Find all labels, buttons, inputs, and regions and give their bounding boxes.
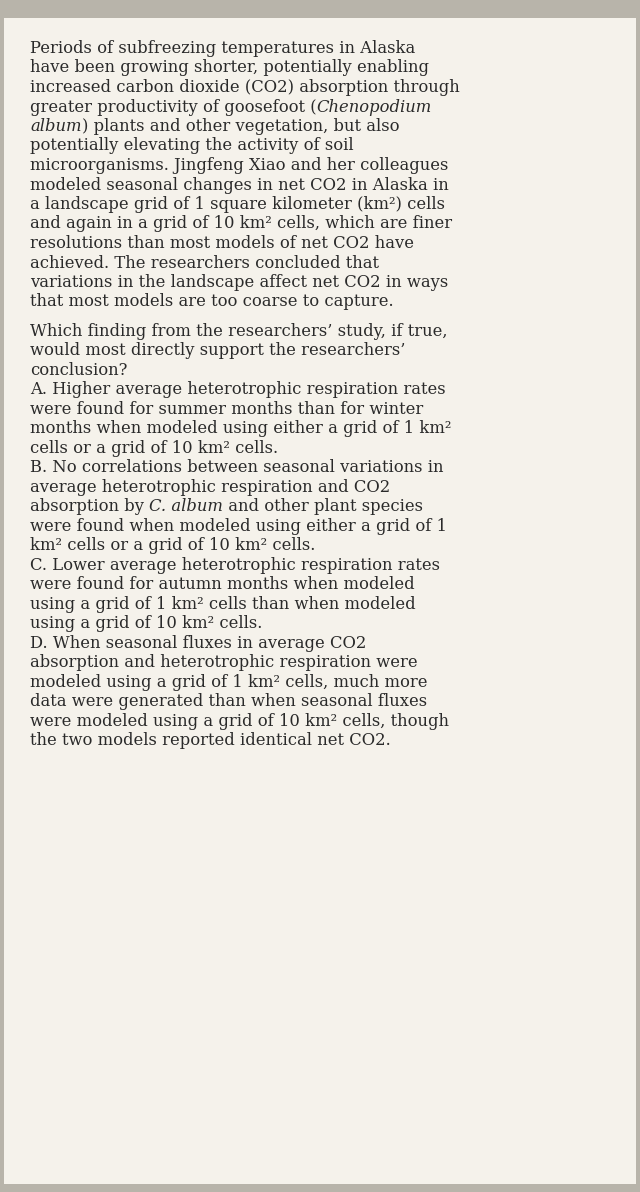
Text: ) plants and other vegetation, but also: ) plants and other vegetation, but also — [81, 118, 399, 135]
FancyBboxPatch shape — [4, 18, 636, 1184]
Text: modeled seasonal changes in net CO2 in Alaska in: modeled seasonal changes in net CO2 in A… — [30, 176, 449, 193]
Text: the two models reported identical net CO2.: the two models reported identical net CO… — [30, 732, 391, 750]
Text: using a grid of 10 km² cells.: using a grid of 10 km² cells. — [30, 615, 262, 632]
Text: achieved. The researchers concluded that: achieved. The researchers concluded that — [30, 255, 379, 272]
Text: average heterotrophic respiration and CO2: average heterotrophic respiration and CO… — [30, 479, 390, 496]
Text: variations in the landscape affect net CO2 in ways: variations in the landscape affect net C… — [30, 274, 448, 291]
Text: Periods of subfreezing temperatures in Alaska: Periods of subfreezing temperatures in A… — [30, 41, 415, 57]
Text: modeled using a grid of 1 km² cells, much more: modeled using a grid of 1 km² cells, muc… — [30, 673, 428, 690]
Text: increased carbon dioxide (CO2) absorption through: increased carbon dioxide (CO2) absorptio… — [30, 79, 460, 97]
Text: and other plant species: and other plant species — [223, 498, 423, 515]
Text: D. When seasonal fluxes in average CO2: D. When seasonal fluxes in average CO2 — [30, 635, 366, 652]
Text: B. No correlations between seasonal variations in: B. No correlations between seasonal vari… — [30, 459, 444, 477]
Text: conclusion?: conclusion? — [30, 361, 127, 379]
Text: have been growing shorter, potentially enabling: have been growing shorter, potentially e… — [30, 60, 429, 76]
Text: were found for autumn months when modeled: were found for autumn months when modele… — [30, 576, 415, 594]
Text: greater productivity of goosefoot (: greater productivity of goosefoot ( — [30, 99, 317, 116]
Text: Which finding from the researchers’ study, if true,: Which finding from the researchers’ stud… — [30, 323, 447, 340]
Text: album: album — [30, 118, 81, 135]
Text: months when modeled using either a grid of 1 km²: months when modeled using either a grid … — [30, 421, 451, 437]
Text: that most models are too coarse to capture.: that most models are too coarse to captu… — [30, 293, 394, 310]
Text: absorption by: absorption by — [30, 498, 149, 515]
Text: absorption and heterotrophic respiration were: absorption and heterotrophic respiration… — [30, 654, 418, 671]
Text: a landscape grid of 1 square kilometer (km²) cells: a landscape grid of 1 square kilometer (… — [30, 195, 445, 213]
Text: potentially elevating the activity of soil: potentially elevating the activity of so… — [30, 137, 354, 155]
Text: C. Lower average heterotrophic respiration rates: C. Lower average heterotrophic respirati… — [30, 557, 440, 573]
Text: were found for summer months than for winter: were found for summer months than for wi… — [30, 401, 423, 417]
Text: cells or a grid of 10 km² cells.: cells or a grid of 10 km² cells. — [30, 440, 278, 457]
Text: km² cells or a grid of 10 km² cells.: km² cells or a grid of 10 km² cells. — [30, 538, 316, 554]
Text: were modeled using a grid of 10 km² cells, though: were modeled using a grid of 10 km² cell… — [30, 713, 449, 730]
Text: using a grid of 1 km² cells than when modeled: using a grid of 1 km² cells than when mo… — [30, 596, 415, 613]
Text: would most directly support the researchers’: would most directly support the research… — [30, 342, 406, 359]
Text: microorganisms. Jingfeng Xiao and her colleagues: microorganisms. Jingfeng Xiao and her co… — [30, 157, 449, 174]
Text: A. Higher average heterotrophic respiration rates: A. Higher average heterotrophic respirat… — [30, 381, 445, 398]
Text: were found when modeled using either a grid of 1: were found when modeled using either a g… — [30, 517, 447, 535]
Text: and again in a grid of 10 km² cells, which are finer: and again in a grid of 10 km² cells, whi… — [30, 216, 452, 232]
Text: data were generated than when seasonal fluxes: data were generated than when seasonal f… — [30, 694, 427, 710]
Text: C. album: C. album — [149, 498, 223, 515]
Text: resolutions than most models of net CO2 have: resolutions than most models of net CO2 … — [30, 235, 414, 252]
Text: Chenopodium: Chenopodium — [317, 99, 432, 116]
